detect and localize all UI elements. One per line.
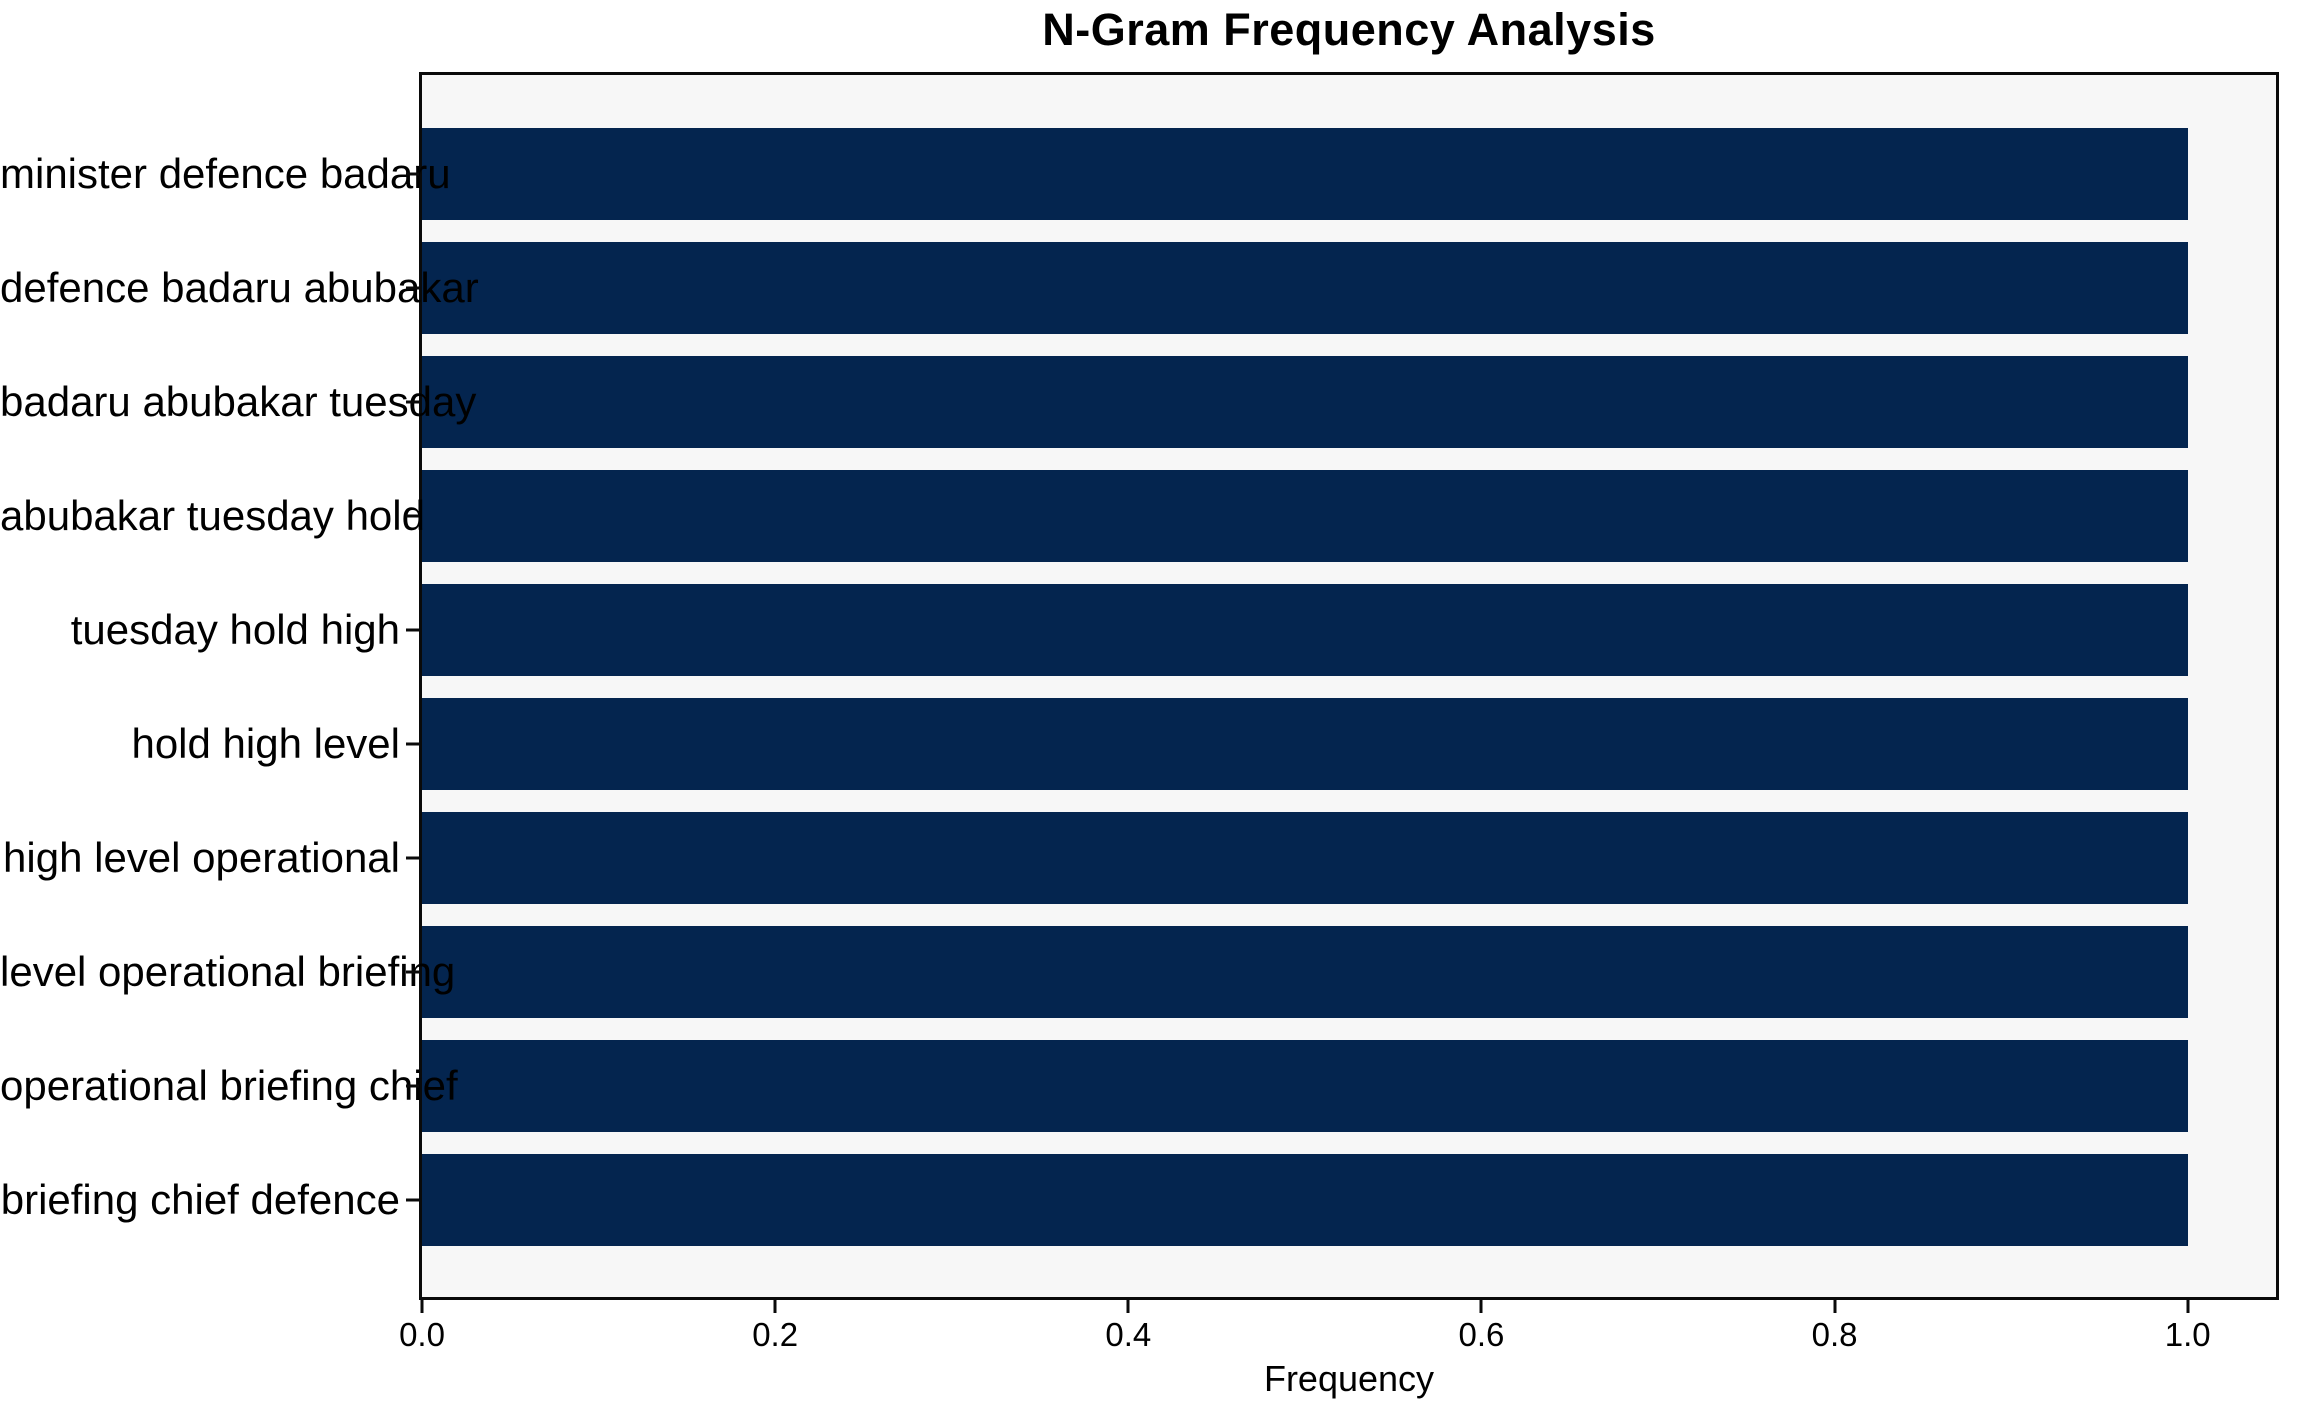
bar-abubakar-tuesday-hold [422,470,2188,562]
bar-minister-defence-badaru [422,128,2188,220]
y-tick-label: badaru abubakar tuesday [0,378,477,425]
x-tick-mark [2186,1300,2190,1313]
y-tick-mark [406,856,419,860]
y-tick-label: level operational briefing [0,948,456,995]
bar-briefing-chief-defence [422,1154,2188,1246]
y-tick-label: defence badaru abubakar [0,264,479,311]
chart-title: N-Gram Frequency Analysis [1042,4,1656,55]
y-tick-mark [406,1084,419,1088]
bar-defence-badaru-abubakar [422,242,2188,334]
bar-operational-briefing-chief [422,1040,2188,1132]
x-tick-mark [420,1300,424,1313]
bar-high-level-operational [422,812,2188,904]
y-tick-mark [406,742,419,746]
x-tick-mark [1479,1300,1483,1313]
y-tick-label: minister defence badaru [0,150,451,197]
y-tick-mark [406,172,419,176]
y-tick-label: abubakar tuesday hold [0,492,425,539]
x-axis-title: Frequency [1263,1358,1435,1399]
y-tick-label: high level operational [3,834,400,881]
y-tick-mark [406,514,419,518]
x-tick-label: 0.4 [1105,1316,1152,1353]
y-tick-mark [406,1198,419,1202]
x-tick-label: 0.0 [399,1316,445,1353]
x-tick-mark [773,1300,777,1313]
y-tick-mark [406,286,419,290]
y-tick-label: hold high level [131,720,400,767]
x-tick-mark [1833,1300,1837,1313]
plot-area [419,72,2279,1300]
y-tick-label: tuesday hold high [70,606,400,653]
bar-level-operational-briefing [422,926,2188,1018]
x-tick-label: 0.6 [1458,1316,1505,1353]
y-tick-mark [406,628,419,632]
y-tick-mark [406,970,419,974]
bar-badaru-abubakar-tuesday [422,356,2188,448]
bar-tuesday-hold-high [422,584,2188,676]
y-tick-mark [406,400,419,404]
y-tick-label: briefing chief defence [0,1176,400,1223]
y-tick-label: operational briefing chief [0,1062,458,1109]
x-tick-label: 1.0 [2164,1316,2211,1353]
bar-hold-high-level [422,698,2188,790]
x-tick-mark [1126,1300,1130,1313]
x-tick-label: 0.2 [752,1316,799,1353]
x-tick-label: 0.8 [1811,1316,1858,1353]
